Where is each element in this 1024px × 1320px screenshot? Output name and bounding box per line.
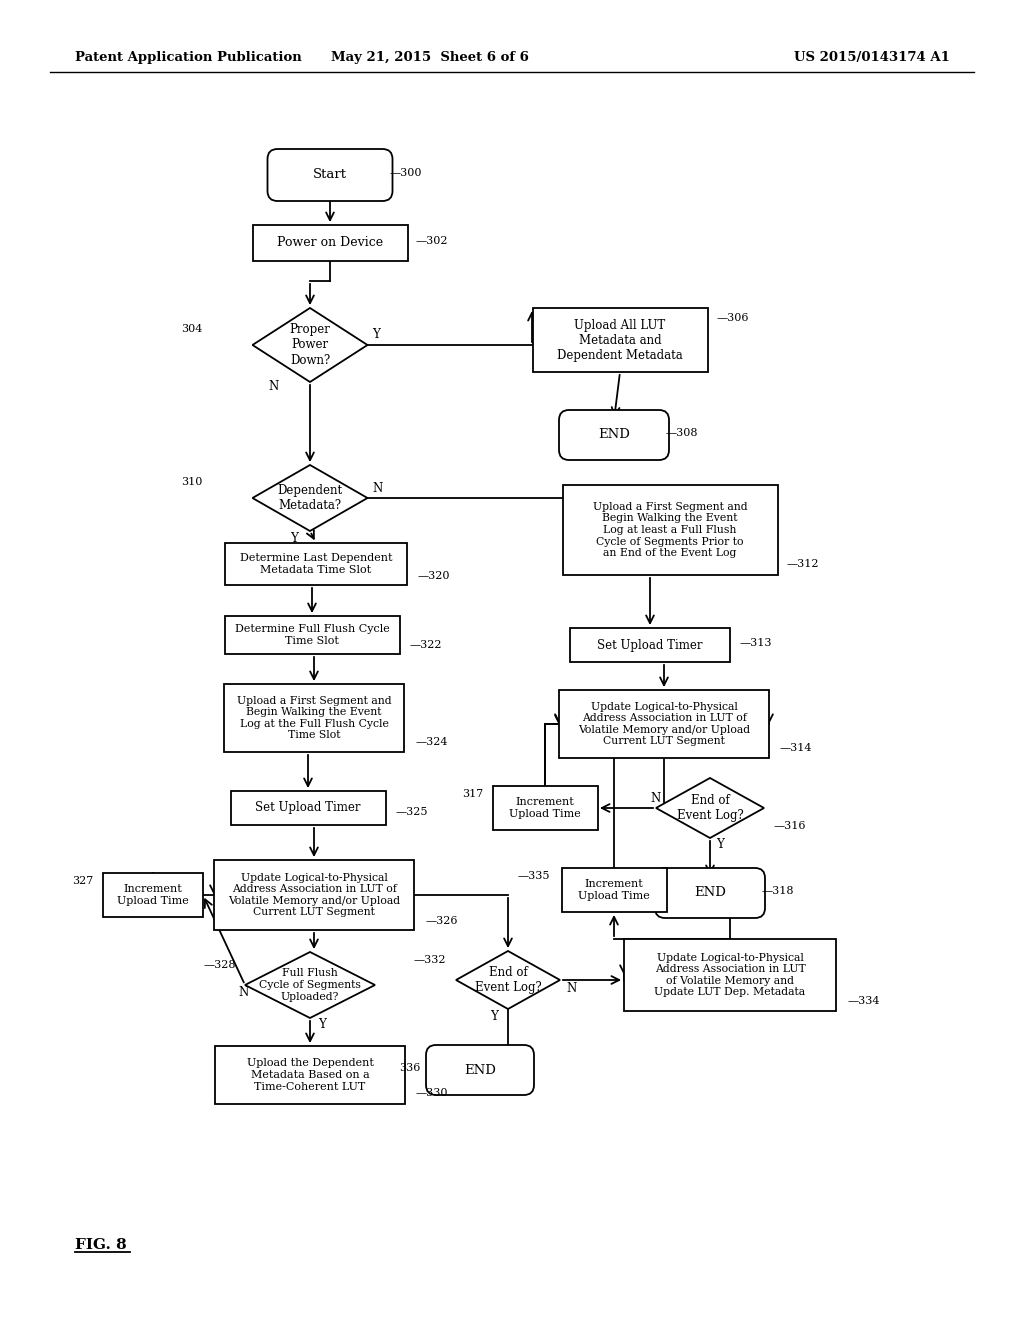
Text: —326: —326 — [426, 916, 459, 927]
Bar — [215, 1045, 406, 1104]
Bar — [561, 869, 667, 912]
Text: Determine Last Dependent
Metadata Time Slot: Determine Last Dependent Metadata Time S… — [240, 553, 392, 574]
Bar — [103, 873, 203, 917]
Polygon shape — [253, 465, 368, 531]
Text: Update Logical-to-Physical
Address Association in LUT of
Volatile Memory and/or : Update Logical-to-Physical Address Assoc… — [578, 702, 750, 746]
Text: Patent Application Publication: Patent Application Publication — [75, 51, 302, 65]
Text: Upload a First Segment and
Begin Walking the Event
Log at least a Full Flush
Cyc: Upload a First Segment and Begin Walking… — [593, 502, 748, 558]
Text: —324: —324 — [416, 737, 449, 747]
Text: END: END — [694, 887, 726, 899]
FancyBboxPatch shape — [267, 149, 392, 201]
Bar — [224, 616, 399, 653]
Text: —314: —314 — [780, 743, 812, 752]
Text: Upload All LUT
Metadata and
Dependent Metadata: Upload All LUT Metadata and Dependent Me… — [557, 318, 683, 362]
Text: N: N — [372, 482, 382, 495]
Text: 327: 327 — [72, 876, 93, 886]
Polygon shape — [656, 777, 764, 838]
Bar — [562, 484, 777, 576]
Text: Increment
Upload Time: Increment Upload Time — [579, 879, 650, 900]
Text: Power on Device: Power on Device — [276, 236, 383, 249]
Bar — [225, 543, 407, 585]
Text: Upload the Dependent
Metadata Based on a
Time-Coherent LUT: Upload the Dependent Metadata Based on a… — [247, 1059, 374, 1092]
Text: Y: Y — [290, 532, 298, 544]
Text: —318: —318 — [762, 886, 795, 896]
Bar — [493, 785, 597, 830]
Text: —335: —335 — [517, 871, 550, 880]
Text: Increment
Upload Time: Increment Upload Time — [117, 884, 188, 906]
Bar — [624, 939, 836, 1011]
Text: Upload a First Segment and
Begin Walking the Event
Log at the Full Flush Cycle
T: Upload a First Segment and Begin Walking… — [237, 696, 391, 741]
Text: —320: —320 — [418, 572, 451, 581]
Text: END: END — [464, 1064, 496, 1077]
Text: Dependent
Metadata?: Dependent Metadata? — [278, 484, 343, 512]
Text: —332: —332 — [414, 954, 446, 965]
Text: 304: 304 — [181, 323, 203, 334]
Bar — [532, 308, 708, 372]
Text: N: N — [268, 380, 279, 393]
Text: FIG. 8: FIG. 8 — [75, 1238, 127, 1251]
Bar — [570, 628, 730, 663]
FancyBboxPatch shape — [655, 869, 765, 917]
FancyBboxPatch shape — [426, 1045, 534, 1096]
Bar — [253, 224, 408, 261]
Text: Start: Start — [313, 169, 347, 181]
Text: —302: —302 — [416, 236, 449, 246]
Bar — [224, 684, 404, 752]
Bar — [230, 791, 385, 825]
Text: —322: —322 — [410, 640, 442, 649]
Text: —325: —325 — [396, 807, 428, 817]
Text: —306: —306 — [717, 313, 750, 323]
Text: Y: Y — [318, 1019, 326, 1031]
Text: Y: Y — [490, 1010, 498, 1023]
Text: Y: Y — [372, 329, 380, 342]
Polygon shape — [456, 950, 560, 1008]
Bar — [214, 861, 414, 931]
Text: —313: —313 — [740, 638, 772, 648]
FancyBboxPatch shape — [559, 411, 669, 459]
Text: —300: —300 — [390, 168, 423, 178]
Text: —308: —308 — [666, 428, 698, 438]
Text: End of
Event Log?: End of Event Log? — [677, 795, 743, 822]
Text: —316: —316 — [774, 821, 807, 832]
Text: END: END — [598, 429, 630, 441]
Text: —328: —328 — [204, 960, 236, 970]
Text: Update Logical-to-Physical
Address Association in LUT
of Volatile Memory and
Upd: Update Logical-to-Physical Address Assoc… — [654, 953, 806, 998]
Text: May 21, 2015  Sheet 6 of 6: May 21, 2015 Sheet 6 of 6 — [331, 51, 529, 65]
Text: N: N — [566, 982, 577, 994]
Text: 336: 336 — [398, 1063, 420, 1073]
Text: Set Upload Timer: Set Upload Timer — [255, 801, 360, 814]
Text: 310: 310 — [181, 477, 203, 487]
Text: —330: —330 — [416, 1088, 449, 1098]
Text: N: N — [650, 792, 660, 804]
Text: Set Upload Timer: Set Upload Timer — [597, 639, 702, 652]
Text: End of
Event Log?: End of Event Log? — [475, 966, 542, 994]
Text: Proper
Power
Down?: Proper Power Down? — [290, 323, 331, 367]
Text: Determine Full Flush Cycle
Time Slot: Determine Full Flush Cycle Time Slot — [234, 624, 389, 645]
Text: 317: 317 — [462, 789, 483, 799]
Text: Increment
Upload Time: Increment Upload Time — [509, 797, 581, 818]
Text: US 2015/0143174 A1: US 2015/0143174 A1 — [795, 51, 950, 65]
Text: N: N — [238, 986, 248, 999]
Text: Y: Y — [716, 837, 724, 850]
Text: —312: —312 — [787, 558, 819, 569]
Polygon shape — [245, 952, 375, 1018]
Text: —334: —334 — [848, 997, 881, 1006]
Text: Update Logical-to-Physical
Address Association in LUT of
Volatile Memory and/or : Update Logical-to-Physical Address Assoc… — [228, 873, 400, 917]
Text: Full Flush
Cycle of Segments
Uploaded?: Full Flush Cycle of Segments Uploaded? — [259, 969, 360, 1002]
Polygon shape — [253, 308, 368, 381]
Bar — [559, 690, 769, 758]
